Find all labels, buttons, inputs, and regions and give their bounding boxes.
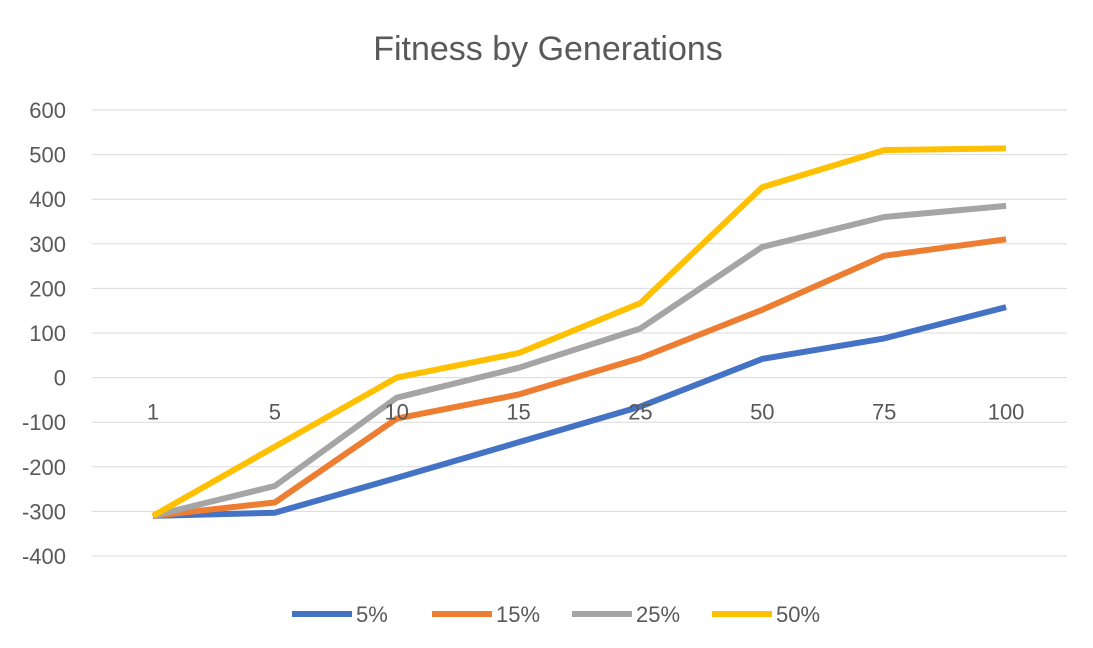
y-tick-label: 100 bbox=[29, 321, 66, 346]
y-tick-label: 600 bbox=[29, 98, 66, 123]
y-tick-label: 0 bbox=[54, 366, 66, 391]
gridlines bbox=[92, 109, 1067, 557]
x-tick-label: 10 bbox=[384, 400, 408, 425]
series-line-25pct bbox=[152, 202, 1007, 519]
y-tick-label: -400 bbox=[22, 544, 66, 569]
series-line-15pct bbox=[152, 236, 1007, 519]
x-tick-label: 25 bbox=[628, 400, 652, 425]
x-tick-label: 75 bbox=[872, 400, 896, 425]
legend: 5% 15% 25% 50% bbox=[292, 602, 820, 627]
y-tick-label: -100 bbox=[22, 410, 66, 435]
legend-label: 25% bbox=[636, 602, 680, 627]
y-axis-tick-labels: 600 500 400 300 200 100 0 -100 -200 -300 -400 bbox=[22, 98, 66, 569]
x-tick-label: 1 bbox=[147, 400, 159, 425]
series-lines bbox=[151, 145, 1007, 519]
y-tick-label: 300 bbox=[29, 232, 66, 257]
y-tick-label: 400 bbox=[29, 187, 66, 212]
x-tick-label: 5 bbox=[269, 400, 281, 425]
series-line-5pct bbox=[152, 304, 1007, 519]
y-tick-label: -200 bbox=[22, 455, 66, 480]
x-tick-label: 15 bbox=[506, 400, 530, 425]
y-tick-label: -300 bbox=[22, 499, 66, 524]
y-tick-label: 500 bbox=[29, 143, 66, 168]
legend-label: 50% bbox=[776, 602, 820, 627]
legend-label: 5% bbox=[356, 602, 388, 627]
x-tick-label: 100 bbox=[988, 400, 1025, 425]
legend-label: 15% bbox=[496, 602, 540, 627]
y-tick-label: 200 bbox=[29, 276, 66, 301]
x-tick-label: 50 bbox=[750, 400, 774, 425]
chart-title: Fitness by Generations bbox=[373, 30, 723, 68]
series-line-50pct bbox=[151, 145, 1007, 519]
x-axis-tick-labels: 1 5 10 15 25 50 75 100 bbox=[147, 400, 1025, 425]
